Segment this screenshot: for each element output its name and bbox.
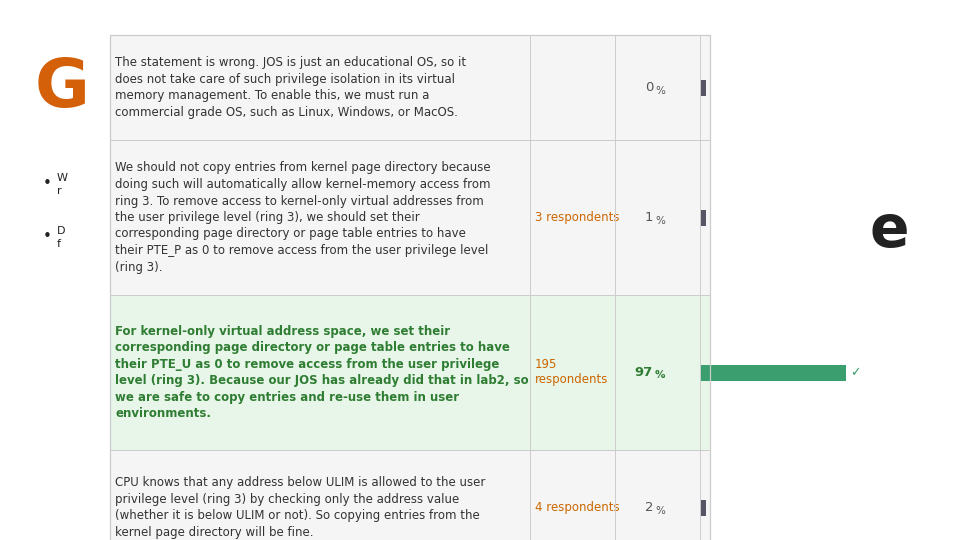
Text: 3 respondents: 3 respondents	[535, 211, 619, 224]
Bar	[700, 79, 706, 96]
Text: 97: 97	[635, 366, 653, 379]
Text: %: %	[655, 505, 665, 516]
Text: G: G	[35, 55, 89, 121]
Text: •: •	[42, 176, 52, 191]
Text: The statement is wrong. JOS is just an educational OS, so it
does not take care : The statement is wrong. JOS is just an e…	[115, 56, 467, 119]
Text: We should not copy entries from kernel page directory because
doing such will au: We should not copy entries from kernel p…	[115, 161, 491, 273]
Text: %: %	[655, 85, 665, 96]
Text: W: W	[57, 173, 68, 184]
Text: 2: 2	[644, 501, 653, 514]
Text: e: e	[870, 201, 910, 259]
Text: %: %	[655, 215, 665, 226]
Text: 195
respondents: 195 respondents	[535, 359, 609, 387]
Text: r: r	[57, 186, 61, 197]
Bar	[700, 500, 706, 516]
Bar	[110, 35, 710, 540]
Text: ✓: ✓	[851, 366, 861, 379]
Bar	[110, 295, 710, 450]
Text: D: D	[57, 226, 65, 236]
Text: 1: 1	[644, 211, 653, 224]
Text: 0: 0	[644, 81, 653, 94]
Bar	[700, 210, 706, 226]
Bar	[110, 450, 710, 540]
Bar	[110, 140, 710, 295]
Bar	[700, 364, 846, 381]
Text: %: %	[655, 370, 665, 381]
Text: 4 respondents: 4 respondents	[535, 501, 619, 514]
Text: •: •	[42, 228, 52, 244]
Bar	[110, 35, 710, 140]
Text: For kernel-only virtual address space, we set their
corresponding page directory: For kernel-only virtual address space, w…	[115, 325, 529, 420]
Text: f: f	[57, 239, 61, 249]
Text: CPU knows that any address below ULIM is allowed to the user
privilege level (ri: CPU knows that any address below ULIM is…	[115, 476, 486, 539]
